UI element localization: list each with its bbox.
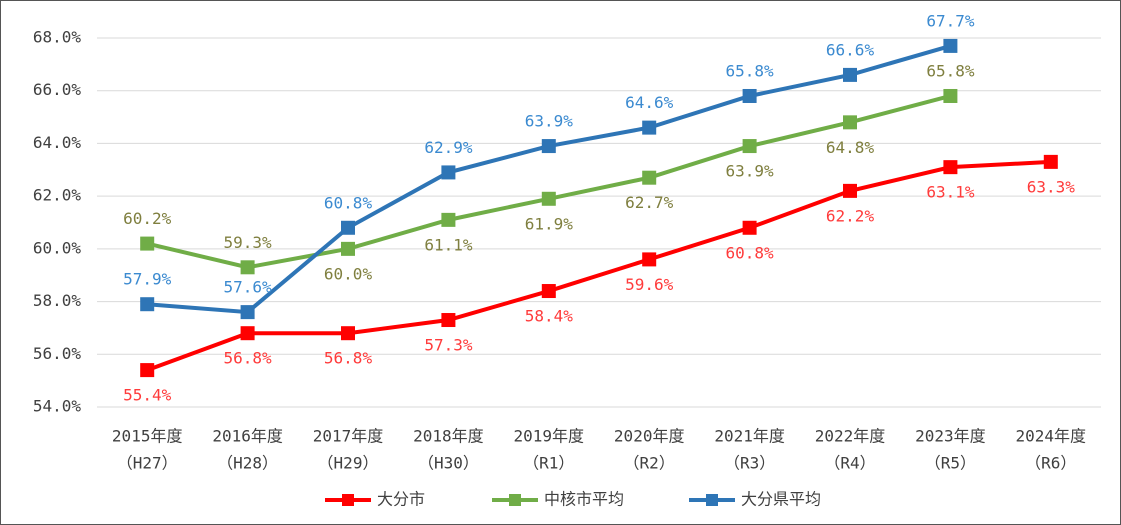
data-label: 63.3% (1027, 177, 1076, 196)
data-label: 58.4% (525, 307, 574, 326)
legend-marker (342, 494, 354, 506)
x-tick-label: （H28） (217, 454, 278, 473)
data-label: 59.3% (224, 233, 273, 252)
y-tick-label: 60.0% (33, 238, 82, 257)
data-label: 57.9% (123, 270, 172, 289)
x-tick-label: 2022年度 (815, 427, 886, 446)
legend-label: 大分市 (377, 490, 425, 509)
data-label: 55.4% (123, 386, 172, 405)
legend-marker (706, 494, 718, 506)
data-label: 56.8% (324, 349, 373, 368)
x-tick-label: （H29） (318, 454, 379, 473)
data-label: 62.7% (625, 193, 674, 212)
point-marker (441, 313, 456, 328)
y-tick-label: 68.0% (33, 28, 82, 47)
y-tick-label: 62.0% (33, 186, 82, 205)
point-marker (140, 363, 155, 378)
data-label: 62.2% (826, 206, 875, 225)
point-marker (642, 120, 657, 135)
point-marker (742, 220, 757, 235)
point-marker (341, 241, 355, 256)
x-tick-label: 2016年度 (212, 427, 283, 446)
y-tick-label: 66.0% (33, 80, 82, 99)
x-tick-label: （H30） (418, 454, 479, 473)
x-tick-label: 2018年度 (413, 427, 484, 446)
data-label: 57.6% (224, 278, 273, 297)
point-marker (240, 260, 255, 275)
point-marker (541, 139, 556, 154)
point-marker (240, 305, 255, 320)
point-marker (843, 183, 857, 198)
point-marker (240, 326, 255, 341)
x-tick-label: 2017年度 (313, 427, 384, 446)
point-marker (843, 67, 857, 82)
data-label: 64.8% (826, 138, 875, 157)
point-marker (943, 88, 958, 103)
point-marker (441, 165, 456, 180)
x-tick-label: 2021年度 (714, 427, 785, 446)
data-label: 59.6% (625, 275, 674, 294)
x-tick-label: （H27） (117, 454, 178, 473)
data-label: 60.0% (324, 264, 373, 283)
legend-label: 大分県平均 (741, 490, 821, 509)
x-tick-label: （R4） (824, 454, 875, 473)
data-label: 56.8% (224, 349, 273, 368)
point-marker (742, 139, 757, 154)
data-label: 60.8% (324, 193, 373, 212)
data-label: 63.1% (926, 183, 975, 202)
data-label: 64.6% (625, 93, 674, 112)
x-tick-label: （R5） (925, 454, 976, 473)
data-label: 65.8% (926, 61, 975, 80)
y-tick-label: 64.0% (33, 133, 82, 152)
point-marker (843, 115, 857, 130)
point-marker (943, 38, 958, 53)
point-marker (1043, 154, 1058, 169)
point-marker (140, 236, 155, 251)
y-tick-label: 58.0% (33, 291, 82, 310)
data-label: 63.9% (525, 112, 574, 131)
point-marker (541, 191, 556, 206)
y-tick-label: 54.0% (33, 397, 82, 416)
data-label: 62.9% (424, 138, 473, 157)
point-marker (441, 212, 456, 227)
y-tick-label: 56.0% (33, 344, 82, 363)
data-label: 61.1% (424, 235, 473, 254)
point-marker (742, 88, 757, 103)
x-tick-label: （R2） (624, 454, 675, 473)
data-label: 60.2% (123, 209, 172, 228)
legend-label: 中核市平均 (544, 490, 624, 509)
point-marker (943, 160, 958, 175)
point-marker (541, 284, 556, 299)
legend-marker (509, 494, 521, 506)
x-tick-label: 2015年度 (112, 427, 183, 446)
data-label: 67.7% (926, 11, 975, 30)
x-tick-label: 2020年度 (614, 427, 685, 446)
x-tick-label: 2024年度 (1016, 427, 1087, 446)
point-marker (642, 252, 657, 267)
data-label: 65.8% (726, 61, 775, 80)
x-tick-label: （R1） (523, 454, 574, 473)
data-label: 63.9% (726, 162, 775, 181)
series-line (146, 159, 1051, 372)
data-label: 60.8% (726, 243, 775, 262)
point-marker (140, 297, 155, 312)
point-marker (642, 170, 657, 185)
data-label: 57.3% (424, 336, 473, 355)
point-marker (341, 326, 355, 341)
data-label: 61.9% (525, 214, 574, 233)
x-tick-label: （R3） (724, 454, 775, 473)
x-tick-label: 2023年度 (915, 427, 986, 446)
point-marker (341, 220, 355, 235)
data-label: 66.6% (826, 40, 875, 59)
x-tick-label: 2019年度 (514, 427, 585, 446)
x-tick-label: （R6） (1025, 454, 1076, 473)
